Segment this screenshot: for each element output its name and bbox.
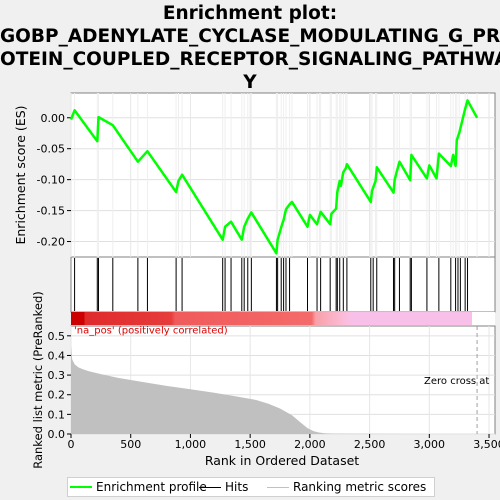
title-line-4: Y [243, 72, 257, 93]
metric-y-tick-label: 0.0 [48, 428, 66, 441]
metric-y-tick-label: 0.3 [48, 369, 66, 382]
es-y-tick-label: -0.20 [37, 236, 65, 249]
metric-y-tick-label: 0.5 [48, 330, 66, 343]
es-y-tick-label: -0.10 [37, 174, 65, 187]
title-line-2: GOBP_ADENYLATE_CYCLASE_MODULATING_G_PR [0, 26, 500, 47]
metric-y-tick-label: 0.1 [48, 408, 66, 421]
x-tick-label: 1,500 [234, 438, 266, 451]
x-tick-label: 3,000 [414, 438, 446, 451]
legend-enrichment-swatch [70, 486, 92, 488]
metric-y-tick-label: 0.2 [48, 389, 66, 402]
hits-panel [70, 256, 496, 313]
es-y-tick-label: 0.00 [41, 112, 66, 125]
metric-y-tick-label: 0.4 [48, 349, 66, 362]
enrichment-line [69, 99, 479, 255]
legend-hits-swatch [199, 486, 221, 488]
legend-metric-swatch [267, 486, 289, 488]
pos-label: 'na_pos' (positively correlated) [74, 326, 228, 337]
legend-metric: Ranking metric scores [267, 480, 426, 494]
legend-hits-label: Hits [225, 480, 249, 494]
legend-enrichment: Enrichment profile [70, 480, 207, 494]
x-tick-label: 2,500 [354, 438, 386, 451]
es-y-tick-label: -0.15 [37, 205, 65, 218]
x-tick-label: 2,000 [294, 438, 326, 451]
legend: Enrichment profile Hits Ranking metric s… [67, 477, 435, 497]
title-line-1: Enrichment plot: [162, 3, 338, 24]
es-y-axis-label: Enrichment score (ES) [13, 105, 28, 244]
metric-y-ticks: 0.0 0.1 0.2 0.3 0.4 0.5 [48, 330, 71, 441]
title-line-3: OTEIN_COUPLED_RECEPTOR_SIGNALING_PATHWA [0, 49, 500, 70]
x-ticks: 0 500 1,000 1,500 2,000 2,500 3,000 3,500 [68, 434, 500, 451]
legend-enrichment-label: Enrichment profile [96, 480, 207, 494]
zero-cross-label: Zero cross at [424, 376, 489, 387]
x-tick-label: 0 [68, 438, 75, 451]
x-tick-label: 1,000 [175, 438, 207, 451]
x-tick-label: 3,500 [473, 438, 500, 451]
ranked-list-colorbar [71, 312, 472, 325]
es-y-ticks: 0.00 -0.05 -0.10 -0.15 -0.20 [37, 112, 71, 249]
metric-area [71, 345, 478, 434]
metric-y-axis-label: Ranked list metric (PreRanked) [31, 291, 45, 469]
es-gridlines [70, 93, 495, 257]
x-tick-label: 500 [120, 438, 141, 451]
legend-metric-label: Ranking metric scores [293, 480, 427, 494]
x-axis-label: Rank in Ordered Dataset [205, 453, 359, 468]
es-y-tick-label: -0.05 [37, 143, 65, 156]
hit-markers [74, 258, 469, 311]
legend-hits: Hits [199, 480, 248, 494]
chart-title: Enrichment plot: GOBP_ADENYLATE_CYCLASE_… [0, 2, 500, 94]
